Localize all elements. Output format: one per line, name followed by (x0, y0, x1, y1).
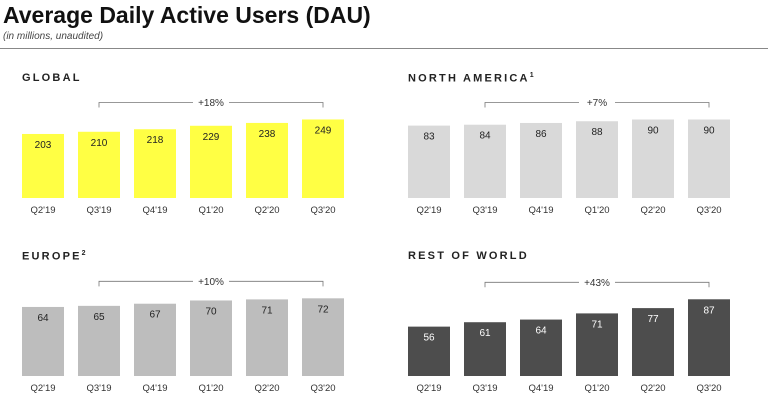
x-tick-label: Q1'20 (198, 205, 223, 216)
x-tick-label: Q4'19 (528, 205, 553, 216)
chart-svg: 64 Q2'19 65 Q3'19 67 Q4'19 70 Q1'20 71 Q2'20 72 Q3'… (22, 277, 344, 394)
growth-bracket (484, 102, 710, 108)
growth-label: +43% (584, 278, 610, 289)
x-tick-label: Q2'19 (416, 383, 441, 394)
bar (408, 125, 450, 198)
x-tick-label: Q1'20 (198, 383, 223, 394)
bar (302, 298, 344, 376)
page-subtitle: (in millions, unaudited) (3, 31, 104, 42)
bar (134, 129, 176, 198)
footnote-marker: 1 (529, 72, 536, 79)
chart-svg: 56 Q2'19 61 Q3'19 64 Q4'19 71 Q1'20 77 Q2'20 87 Q3'… (408, 278, 730, 394)
x-tick-label: Q3'19 (86, 383, 111, 394)
data-label: 61 (479, 328, 491, 339)
chart-title: GLOBAL (22, 72, 82, 84)
x-tick-label: Q4'19 (528, 383, 553, 394)
bar (576, 313, 618, 376)
x-tick-label: Q1'20 (584, 383, 609, 394)
chart-panel-global: GLOBAL 203 Q2'19 210 Q3'19 218 Q4'19 229 Q1'20 2… (22, 72, 362, 232)
x-tick-label: Q1'20 (584, 205, 609, 216)
x-tick-label: Q3'20 (696, 383, 721, 394)
chart-title: EUROPE2 (22, 250, 88, 263)
data-label: 64 (535, 326, 547, 337)
growth-bracket (484, 281, 710, 288)
x-tick-label: Q2'19 (30, 205, 55, 216)
bar (246, 122, 288, 198)
growth-bracket (98, 280, 324, 287)
data-label: 84 (479, 131, 491, 142)
bar (22, 133, 64, 198)
data-label: 87 (703, 305, 715, 316)
data-label: 90 (703, 125, 715, 136)
data-label: 65 (93, 312, 105, 323)
footnote-marker: 2 (81, 250, 88, 257)
data-label: 86 (535, 129, 547, 140)
data-label: 77 (647, 314, 659, 325)
chart-title: REST OF WORLD (408, 250, 529, 262)
growth-label: +7% (587, 98, 607, 109)
data-label: 71 (261, 305, 273, 316)
bar (190, 125, 232, 198)
data-label: 83 (423, 132, 435, 143)
bar (190, 300, 232, 376)
data-label: 71 (591, 319, 603, 330)
bar (78, 305, 120, 376)
data-label: 64 (37, 313, 49, 324)
page-title: Average Daily Active Users (DAU) (3, 2, 371, 28)
x-tick-label: Q2'19 (30, 383, 55, 394)
title-divider (0, 48, 768, 49)
x-tick-label: Q2'20 (640, 383, 665, 394)
x-tick-label: Q3'20 (696, 205, 721, 216)
x-tick-label: Q3'19 (472, 383, 497, 394)
bar (134, 303, 176, 376)
x-tick-label: Q3'19 (472, 205, 497, 216)
bar (688, 299, 730, 376)
chart-panel-europe: EUROPE2 64 Q2'19 65 Q3'19 67 Q4'19 70 Q1'20 71 Q2… (22, 250, 362, 410)
bar (78, 131, 120, 198)
x-tick-label: Q2'20 (640, 205, 665, 216)
x-tick-label: Q3'19 (86, 205, 111, 216)
chart-title: NORTH AMERICA1 (408, 72, 536, 85)
x-tick-label: Q2'19 (416, 205, 441, 216)
x-tick-label: Q3'20 (310, 205, 335, 216)
data-label: 72 (317, 304, 329, 315)
growth-label: +18% (198, 98, 224, 109)
bar (464, 124, 506, 198)
data-label: 90 (647, 125, 659, 136)
x-tick-label: Q4'19 (142, 205, 167, 216)
chart-svg: 203 Q2'19 210 Q3'19 218 Q4'19 229 Q1'20 238 Q2'20… (22, 98, 344, 216)
data-label: 67 (149, 310, 161, 321)
bar (22, 306, 64, 376)
data-label: 88 (591, 127, 603, 138)
bar (302, 119, 344, 198)
bar (520, 319, 562, 376)
data-label: 70 (205, 306, 217, 317)
bar (688, 119, 730, 198)
data-label: 238 (259, 129, 276, 140)
growth-label: +10% (198, 277, 224, 288)
x-tick-label: Q2'20 (254, 205, 279, 216)
chart-panel-rest-of-world: REST OF WORLD 56 Q2'19 61 Q3'19 64 Q4'19 71 Q1'… (408, 250, 748, 410)
data-label: 210 (91, 138, 108, 149)
data-label: 56 (423, 333, 435, 344)
x-tick-label: Q2'20 (254, 383, 279, 394)
data-label: 218 (147, 135, 164, 146)
x-tick-label: Q4'19 (142, 383, 167, 394)
bar (632, 119, 674, 198)
growth-bracket (98, 102, 324, 108)
data-label: 229 (203, 132, 220, 143)
bar (520, 122, 562, 198)
bar (408, 326, 450, 376)
bar (576, 121, 618, 198)
x-tick-label: Q3'20 (310, 383, 335, 394)
chart-svg: 83 Q2'19 84 Q3'19 86 Q4'19 88 Q1'20 90 Q2'20 90 Q3'… (408, 98, 730, 216)
data-label: 249 (315, 125, 332, 136)
data-label: 203 (35, 140, 52, 151)
bar (632, 308, 674, 376)
chart-panel-north-america: NORTH AMERICA1 83 Q2'19 84 Q3'19 86 Q4'19 88 Q1… (408, 72, 748, 232)
bar (464, 322, 506, 376)
bar (246, 299, 288, 376)
